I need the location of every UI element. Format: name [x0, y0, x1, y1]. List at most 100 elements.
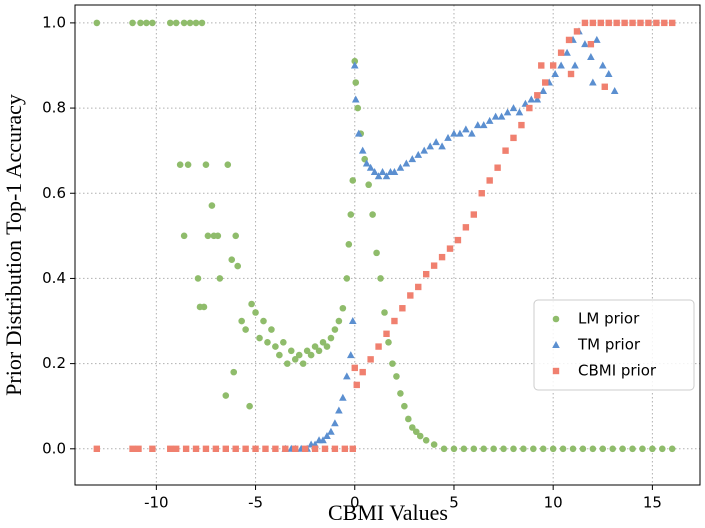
point: [390, 167, 399, 175]
point: [186, 19, 194, 27]
point: [610, 87, 619, 95]
point: [291, 356, 299, 363]
point: [214, 232, 222, 240]
point: [252, 309, 259, 316]
point: [473, 121, 482, 129]
point: [335, 406, 343, 414]
point: [331, 419, 339, 427]
point: [589, 19, 597, 27]
point: [639, 445, 646, 453]
point: [93, 19, 101, 27]
point: [180, 19, 188, 27]
point: [349, 177, 357, 184]
point: [530, 445, 537, 453]
point: [331, 326, 339, 333]
point: [480, 445, 488, 453]
point: [198, 19, 206, 27]
point: [93, 445, 101, 452]
point: [262, 445, 269, 452]
point: [629, 445, 636, 453]
point: [358, 146, 367, 154]
point: [287, 347, 295, 355]
point: [311, 343, 319, 350]
point: [438, 142, 446, 150]
point: [184, 161, 192, 169]
point: [399, 305, 406, 312]
point: [350, 61, 359, 69]
y-tick-label: 0.2: [42, 354, 66, 372]
point: [462, 125, 470, 133]
point: [246, 402, 253, 410]
point: [438, 253, 446, 261]
point: [619, 445, 626, 453]
x-tick-label: 5: [449, 494, 459, 512]
point: [137, 19, 144, 27]
point: [307, 351, 315, 359]
x-axis-label: CBMI Values: [328, 500, 448, 525]
y-tick-label: 0.8: [42, 99, 66, 117]
point: [366, 163, 375, 171]
point: [581, 40, 589, 48]
point: [373, 249, 380, 257]
point: [470, 211, 478, 218]
point: [422, 270, 430, 278]
point: [339, 393, 347, 401]
y-tick-label: 0.4: [42, 269, 66, 287]
point: [520, 445, 527, 453]
point: [470, 445, 478, 453]
point: [557, 49, 565, 56]
x-tick-label: 0: [350, 494, 360, 512]
point: [370, 167, 379, 175]
point: [292, 445, 299, 452]
point: [430, 262, 438, 269]
point: [589, 445, 597, 453]
point: [659, 445, 666, 453]
point: [319, 436, 327, 444]
point: [579, 445, 587, 453]
point: [346, 351, 355, 359]
point: [414, 150, 423, 158]
point: [609, 445, 616, 453]
point: [396, 163, 405, 171]
point: [661, 19, 668, 27]
point: [563, 48, 571, 56]
point: [351, 364, 358, 372]
point: [515, 108, 524, 116]
point: [378, 167, 387, 175]
point: [613, 19, 620, 27]
point: [542, 79, 549, 86]
point: [348, 317, 357, 325]
point: [327, 427, 335, 435]
point: [533, 95, 542, 103]
point: [222, 445, 229, 452]
legend: LM prior TM prior CBMI prior: [533, 299, 695, 391]
point: [581, 19, 589, 27]
point: [343, 372, 351, 380]
point: [180, 232, 188, 240]
point: [598, 61, 607, 69]
point: [264, 339, 271, 346]
point: [460, 445, 468, 453]
point: [389, 360, 396, 367]
point: [454, 236, 462, 244]
point: [573, 28, 581, 35]
point: [315, 347, 323, 355]
point: [172, 19, 180, 27]
point: [408, 155, 417, 163]
point: [362, 159, 371, 167]
point: [242, 445, 249, 452]
legend-marker: [552, 315, 560, 323]
point: [412, 428, 420, 436]
point: [502, 147, 509, 154]
point: [377, 275, 384, 282]
point: [468, 129, 476, 137]
point: [149, 19, 156, 27]
point: [359, 368, 366, 376]
point: [354, 129, 363, 137]
point: [299, 360, 307, 367]
point: [649, 445, 656, 453]
point: [557, 61, 565, 69]
point: [311, 445, 319, 452]
point: [272, 445, 279, 452]
point: [629, 19, 636, 27]
